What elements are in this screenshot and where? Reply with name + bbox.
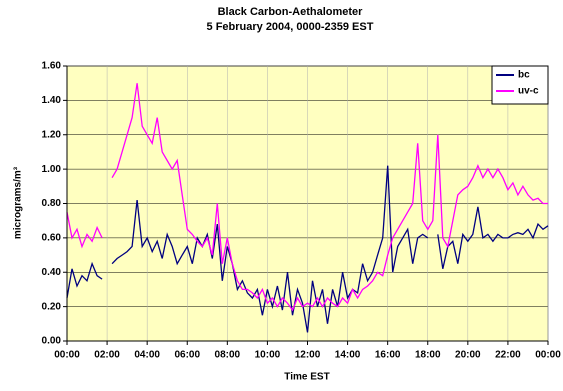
chart-subtitle: 5 February 2004, 0000-2359 EST	[207, 21, 374, 33]
y-tick-label: 1.20	[42, 129, 62, 140]
x-tick-label: 16:00	[375, 350, 401, 361]
series-line	[66, 211, 103, 249]
x-tick-label: 20:00	[455, 350, 481, 361]
legend-label: uv-c	[518, 86, 539, 97]
x-tick-label: 00:00	[54, 350, 80, 361]
y-tick-label: 0.20	[42, 301, 62, 312]
y-tick-label: 0.80	[42, 198, 62, 209]
y-tick-label: 1.60	[42, 61, 62, 72]
x-tick-label: 18:00	[415, 350, 441, 361]
y-tick-label: 0.60	[42, 233, 62, 244]
x-tick-label: 14:00	[335, 350, 361, 361]
x-tick-label: 02:00	[94, 350, 120, 361]
x-tick-label: 06:00	[174, 350, 200, 361]
x-axis-label: Time EST	[284, 372, 329, 383]
chart-title: Black Carbon-Aethalometer	[218, 6, 364, 18]
y-tick-label: 0.40	[42, 267, 62, 278]
x-tick-label: 22:00	[495, 350, 521, 361]
x-tick-label: 00:00	[535, 350, 561, 361]
series-line	[111, 165, 429, 333]
y-axis-label: micrograms/m³	[13, 166, 24, 239]
series-line	[66, 261, 103, 299]
y-tick-label: 1.40	[42, 95, 62, 106]
x-tick-label: 04:00	[134, 350, 160, 361]
x-tick-label: 12:00	[295, 350, 321, 361]
legend-label: bc	[518, 70, 530, 81]
y-tick-label: 1.00	[42, 164, 62, 175]
series-line	[437, 206, 549, 269]
legend-box	[491, 65, 549, 105]
x-tick-label: 10:00	[255, 350, 281, 361]
series-line	[111, 83, 548, 312]
y-tick-label: 0.00	[42, 336, 62, 347]
x-tick-label: 08:00	[215, 350, 241, 361]
